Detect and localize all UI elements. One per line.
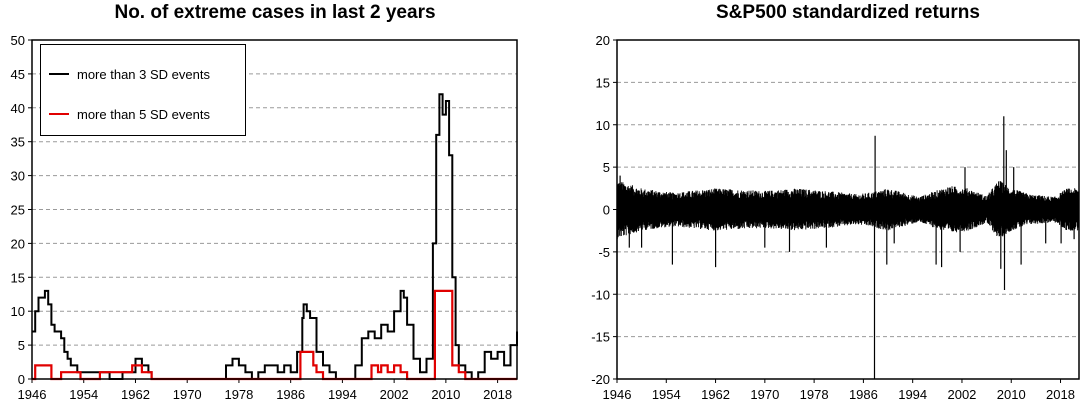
x-tick-label: 1946 [603,387,632,402]
x-tick-label: 2002 [947,387,976,402]
y-tick-label: 10 [596,118,610,133]
y-tick-label: -5 [598,245,610,260]
x-tick-label: 1954 [652,387,681,402]
y-tick-label: 30 [11,169,25,184]
x-tick-label: 1978 [224,387,253,402]
y-tick-label: 20 [596,33,610,48]
x-tick-label: 2018 [483,387,512,402]
legend-item-5sd: more than 5 SD events [49,105,210,123]
y-tick-label: -10 [591,287,610,302]
x-tick-label: 1970 [173,387,202,402]
x-tick-label: 1986 [849,387,878,402]
y-tick-label: 50 [11,33,25,48]
series-line-3sd [32,93,518,380]
y-tick-label: 0 [603,203,610,218]
y-tick-label: 5 [18,338,25,353]
x-tick-label: 2010 [431,387,460,402]
x-tick-label: 1962 [121,387,150,402]
x-tick-label: 2018 [1046,387,1075,402]
y-tick-label: 15 [11,270,25,285]
x-tick-label: 1970 [750,387,779,402]
legend: more than 3 SD events more than 5 SD eve… [40,44,246,136]
y-tick-label: 0 [18,372,25,387]
plot-frame-left [31,39,518,380]
legend-swatch-5sd [49,113,69,115]
right-chart-title: S&P500 standardized returns [716,2,980,23]
x-tick-label: 1994 [328,387,357,402]
y-tick-label: 15 [596,75,610,90]
legend-label-5sd: more than 5 SD events [77,106,210,122]
y-tick-label: -15 [591,330,610,345]
x-tick-label: 1994 [898,387,927,402]
legend-item-3sd: more than 3 SD events [49,65,210,83]
x-tick-label: 1954 [69,387,98,402]
x-tick-label: 1986 [276,387,305,402]
plot-frame-right [616,39,1080,380]
x-tick-label: 2002 [380,387,409,402]
y-tick-label: -20 [591,372,610,387]
x-tick-label: 1978 [800,387,829,402]
x-tick-label: 1962 [701,387,730,402]
y-tick-label: 5 [603,160,610,175]
legend-swatch-3sd [49,73,69,75]
y-tick-label: 45 [11,67,25,82]
x-tick-label: 2010 [997,387,1026,402]
y-tick-label: 35 [11,135,25,150]
y-tick-label: 40 [11,101,25,116]
y-tick-label: 25 [11,203,25,218]
left-chart-title: No. of extreme cases in last 2 years [114,2,436,23]
y-tick-label: 20 [11,236,25,251]
returns-series-noise [616,181,1080,239]
x-tick-label: 1946 [18,387,47,402]
legend-label-3sd: more than 3 SD events [77,66,210,82]
y-tick-label: 10 [11,304,25,319]
